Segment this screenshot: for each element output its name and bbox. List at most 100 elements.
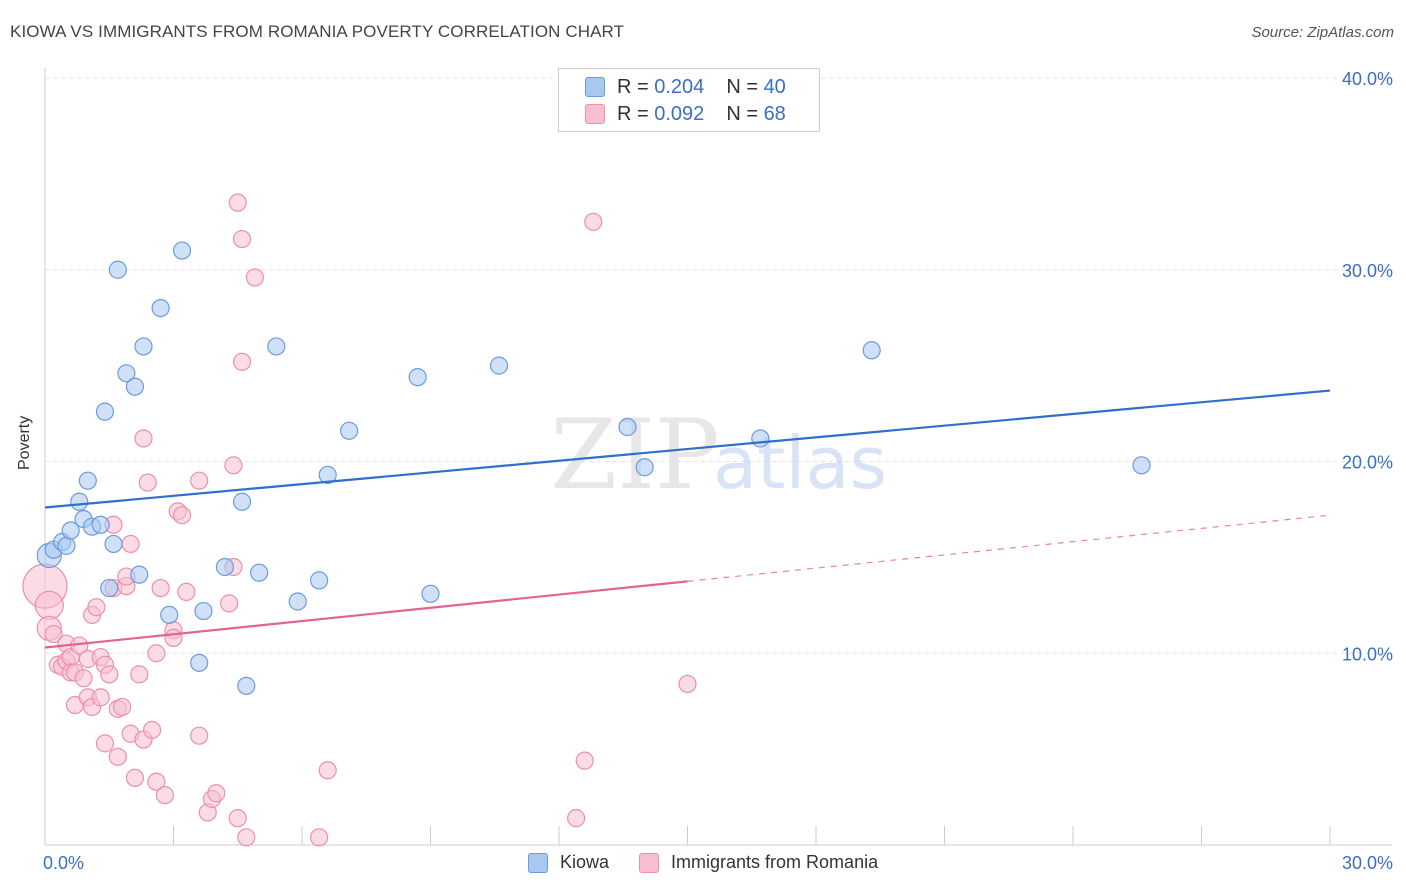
kiowa-point [172, 241, 192, 260]
romania-r-value: 0.092 [654, 102, 705, 125]
series-legend: Kiowa Immigrants from Romania [528, 852, 908, 873]
kiowa-point [318, 465, 337, 485]
kiowa-point [70, 492, 89, 511]
romania-point [44, 624, 63, 644]
romania-point [310, 828, 329, 847]
kiowa-point [751, 429, 770, 448]
kiowa-point [1132, 456, 1151, 475]
romania-point [678, 674, 697, 694]
romania-point [112, 697, 132, 717]
kiowa-point [288, 592, 307, 611]
watermark-zip: ZIP [550, 399, 719, 511]
romania-point [228, 193, 247, 212]
romania-point [155, 786, 175, 805]
romania-legend-swatch [639, 852, 660, 873]
kiowa-point [78, 471, 97, 490]
y-tick-label: 30.0% [1342, 261, 1393, 281]
legend-row-kiowa: R = 0.204 N = 40 [585, 75, 786, 99]
legend-item-kiowa: Kiowa [528, 852, 609, 873]
kiowa-point [61, 521, 80, 540]
kiowa-point [421, 584, 440, 603]
romania-point [138, 473, 157, 492]
series-kiowa-points [36, 241, 1151, 695]
series-romania-points [22, 193, 697, 847]
kiowa-point [190, 653, 209, 672]
romania-point [228, 809, 247, 828]
kiowa-point [635, 458, 654, 477]
kiowa-swatch [585, 77, 605, 97]
romania-point [232, 229, 252, 249]
kiowa-legend-swatch [528, 852, 548, 873]
romania-point [95, 734, 115, 753]
tick-labels: 10.0% 20.0% 30.0% 40.0% 0.0% 30.0% [43, 69, 1393, 873]
romania-point [134, 429, 153, 448]
romania-point [190, 726, 209, 745]
kiowa-legend-label: Kiowa [560, 852, 610, 872]
kiowa-point [340, 421, 359, 440]
kiowa-point [408, 368, 427, 387]
x-tick-label: 0.0% [43, 853, 84, 873]
romania-point [151, 578, 170, 598]
kiowa-point [160, 605, 179, 625]
romania-point [190, 471, 209, 490]
romania-point [34, 590, 64, 620]
romania-point [91, 688, 110, 707]
trend-lines [44, 389, 1331, 649]
watermark-atlas: atlas [713, 421, 887, 505]
romania-point [220, 594, 239, 613]
kiowa-point [194, 601, 213, 621]
kiowa-point [310, 571, 329, 590]
romania-point [575, 751, 594, 770]
romania-n-value: 68 [763, 102, 786, 125]
romania-r-label: R = [617, 102, 655, 125]
kiowa-point [95, 402, 115, 421]
romania-swatch [585, 104, 605, 124]
romania-point [232, 352, 252, 371]
kiowa-n-value: 40 [763, 75, 786, 98]
kiowa-point [489, 356, 509, 375]
y-tick-label: 40.0% [1342, 69, 1393, 89]
romania-point [224, 456, 243, 475]
romania-point [172, 506, 192, 525]
kiowa-point [862, 341, 881, 360]
romania-point [74, 669, 93, 688]
source-label: Source: ZipAtlas.com [1251, 24, 1394, 41]
kiowa-n-label: N = [726, 75, 764, 98]
romania-point [584, 212, 603, 231]
romania-point [207, 784, 226, 803]
correlation-legend: R = 0.204 N = 40 R = 0.092 N = 68 [558, 68, 820, 132]
kiowa-point [100, 578, 119, 598]
romania-point [130, 665, 149, 684]
kiowa-point [130, 565, 149, 584]
romania-point [121, 534, 140, 554]
romania-trend-line [44, 580, 688, 649]
watermark: ZIP atlas [550, 399, 887, 511]
romania-point [177, 582, 196, 601]
kiowa-point [117, 364, 136, 383]
kiowa-point [91, 515, 110, 534]
kiowa-point [104, 534, 123, 554]
romania-point [147, 772, 166, 791]
y-tick-label: 20.0% [1342, 453, 1393, 473]
kiowa-point [250, 563, 269, 582]
kiowa-point [237, 676, 256, 695]
kiowa-point [57, 536, 76, 555]
romania-n-label: N = [726, 102, 764, 125]
x-tick-label: 30.0% [1342, 853, 1393, 873]
gridlines [45, 77, 1392, 654]
kiowa-point [267, 337, 286, 356]
romania-point [567, 809, 586, 828]
legend-item-romania: Immigrants from Romania [639, 852, 878, 873]
kiowa-point [108, 260, 127, 279]
romania-point [164, 628, 183, 648]
kiowa-point [215, 557, 234, 577]
romania-point [125, 768, 145, 787]
chart-title: KIOWA VS IMMIGRANTS FROM ROMANIA POVERTY… [10, 22, 625, 41]
romania-legend-label: Immigrants from Romania [671, 852, 879, 872]
kiowa-r-label: R = [617, 75, 655, 98]
romania-point [87, 598, 106, 617]
kiowa-trend-line [44, 389, 1331, 509]
romania-point [142, 720, 162, 740]
kiowa-point [125, 377, 145, 396]
